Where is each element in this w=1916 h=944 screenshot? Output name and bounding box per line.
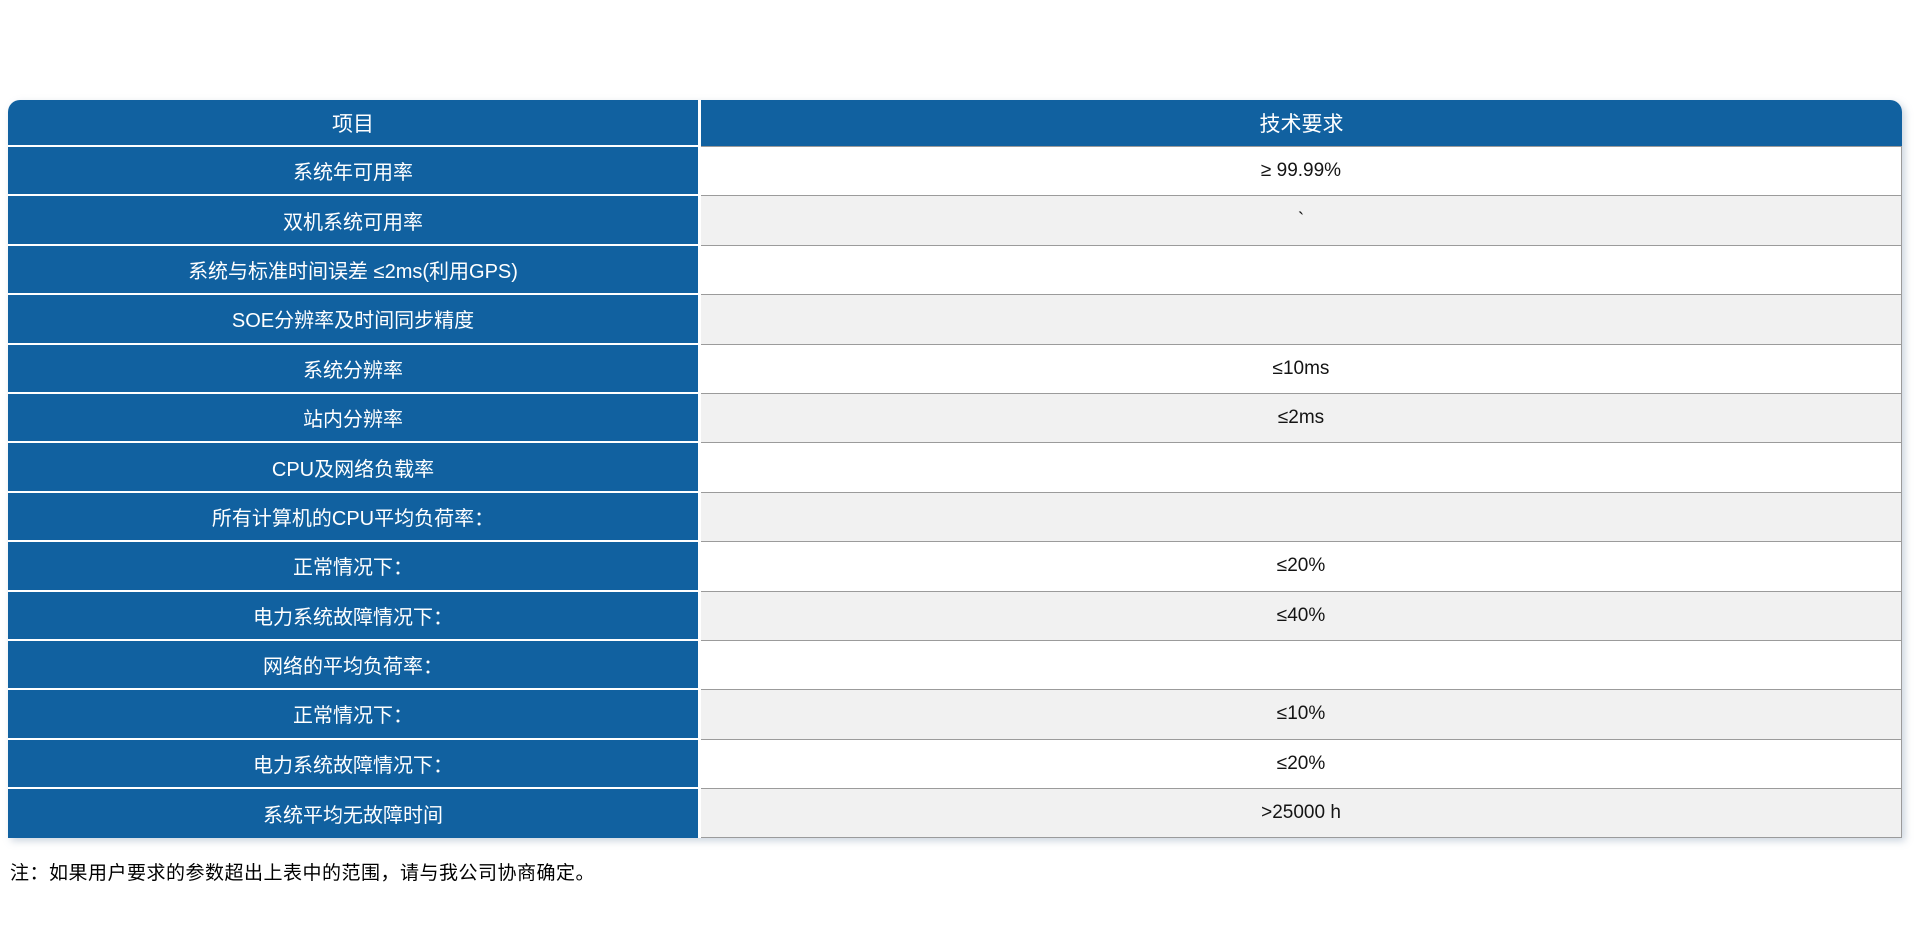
requirement-cell: ` [701,196,1902,246]
item-cell: 电力系统故障情况下： [8,739,701,790]
requirement-cell: ≤20% [701,739,1902,790]
table-header-row: 项目 技术要求 [8,100,1902,147]
requirement-cell [701,245,1902,296]
table-row: 电力系统故障情况下： ≤40% [8,591,1902,641]
table-row: 站内分辨率 ≤2ms [8,393,1902,444]
item-cell: 系统分辨率 [8,344,701,394]
technical-requirements-table: 项目 技术要求 系统年可用率 ≥ 99.99% 双机系统可用率 ` 系统与标准时… [8,100,1902,839]
table-row: 系统分辨率 ≤10ms [8,344,1902,394]
item-cell: 系统年可用率 [8,147,701,197]
requirement-cell [701,640,1902,691]
item-cell: 站内分辨率 [8,393,701,444]
table-row: 网络的平均负荷率： [8,640,1902,691]
item-cell: 正常情况下： [8,542,701,592]
table-row: 双机系统可用率 ` [8,196,1902,246]
requirement-cell: ≤2ms [701,393,1902,444]
table-row: 系统年可用率 ≥ 99.99% [8,147,1902,197]
requirement-cell: >25000 h [701,789,1902,839]
item-cell: 电力系统故障情况下： [8,591,701,641]
requirement-cell: ≤20% [701,542,1902,592]
item-cell: 双机系统可用率 [8,196,701,246]
footnote: 注：如果用户要求的参数超出上表中的范围，请与我公司协商确定。 [10,863,596,884]
requirement-cell: ≤10ms [701,344,1902,394]
table-row: SOE分辨率及时间同步精度 [8,295,1902,345]
item-cell: SOE分辨率及时间同步精度 [8,295,701,345]
column-header-requirement: 技术要求 [701,100,1902,147]
item-cell: 系统与标准时间误差 ≤2ms(利用GPS) [8,245,701,296]
table-row: 电力系统故障情况下： ≤20% [8,739,1902,790]
item-cell: CPU及网络负载率 [8,443,701,493]
requirement-cell: ≥ 99.99% [701,147,1902,197]
requirement-cell [701,492,1902,543]
item-cell: 正常情况下： [8,690,701,740]
column-header-item: 项目 [8,100,701,147]
item-cell: 所有计算机的CPU平均负荷率： [8,492,701,543]
requirement-cell: ≤40% [701,591,1902,641]
item-cell: 网络的平均负荷率： [8,640,701,691]
table-row: 正常情况下： ≤10% [8,690,1902,740]
table-row: 系统与标准时间误差 ≤2ms(利用GPS) [8,245,1902,296]
table-row: 系统平均无故障时间 >25000 h [8,789,1902,839]
table-row: CPU及网络负载率 [8,443,1902,493]
requirement-cell: ≤10% [701,690,1902,740]
table-row: 正常情况下： ≤20% [8,542,1902,592]
requirement-cell [701,295,1902,345]
requirement-cell [701,443,1902,493]
item-cell: 系统平均无故障时间 [8,789,701,839]
table-row: 所有计算机的CPU平均负荷率： [8,492,1902,543]
